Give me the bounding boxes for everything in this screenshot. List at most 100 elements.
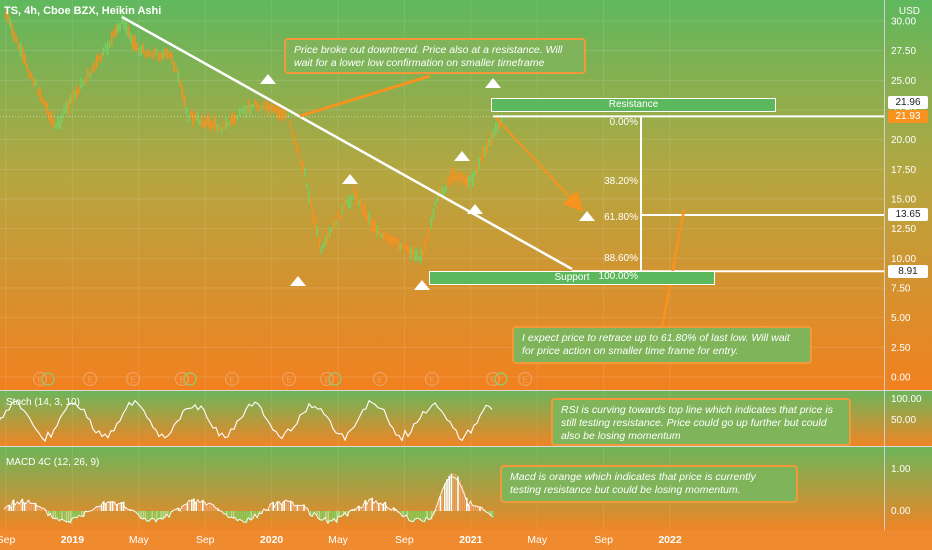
dividend-marker[interactable] xyxy=(41,372,55,386)
candle xyxy=(201,115,203,127)
earnings-marker[interactable] xyxy=(174,371,190,387)
support-zone[interactable]: Support xyxy=(429,271,715,285)
candle xyxy=(463,178,466,185)
candle xyxy=(295,143,298,152)
candle xyxy=(63,106,65,114)
pivot-triangle[interactable] xyxy=(260,74,276,84)
price-tag-618[interactable]: 13.65 xyxy=(888,208,928,221)
earnings-marker[interactable] xyxy=(424,371,440,387)
callout-line[interactable] xyxy=(299,74,431,118)
earnings-marker[interactable] xyxy=(372,371,388,387)
macd-bar xyxy=(136,511,138,513)
earnings-marker-letter: E xyxy=(490,376,495,385)
currency-label[interactable]: USD xyxy=(898,6,920,17)
candle xyxy=(119,23,121,32)
earnings-marker[interactable] xyxy=(485,371,501,387)
annotation-stoch[interactable]: RSI is curving towards top line which in… xyxy=(551,398,851,446)
annotation-retrace[interactable]: I expect price to retrace up to 61.80% o… xyxy=(512,326,812,364)
earnings-marker[interactable] xyxy=(125,371,141,387)
pivot-triangle[interactable] xyxy=(414,280,430,290)
candle xyxy=(46,103,48,114)
macd-bar xyxy=(224,511,226,515)
callout-line[interactable] xyxy=(660,209,686,329)
earnings-marker[interactable] xyxy=(224,371,240,387)
time-axis[interactable]: Sep 2019 May Sep 2020 May Sep 2021 May Sep 2022 xyxy=(0,534,682,546)
macd-bar xyxy=(415,511,417,520)
annotation-macd[interactable]: Macd is orange which indicates that pric… xyxy=(500,465,798,503)
pivot-triangle[interactable] xyxy=(290,276,306,286)
candle xyxy=(349,195,352,209)
macd-bar xyxy=(305,506,307,511)
candle xyxy=(291,129,294,136)
candle xyxy=(280,108,283,121)
pivot-triangle[interactable] xyxy=(467,204,483,214)
stoch-title[interactable]: Stoch (14, 3, 10) xyxy=(6,397,80,408)
candle xyxy=(387,236,389,242)
macd-bar xyxy=(428,511,431,521)
candle xyxy=(187,114,190,123)
earnings-marker[interactable] xyxy=(281,371,297,387)
macd-bar xyxy=(105,503,107,511)
candle xyxy=(21,47,24,62)
dividend-marker[interactable] xyxy=(328,372,342,386)
candle xyxy=(405,245,408,251)
macd-bar xyxy=(485,511,488,512)
candle xyxy=(445,185,447,193)
candle xyxy=(249,104,252,116)
x-tick-label: May xyxy=(527,534,548,546)
candle xyxy=(181,87,184,99)
fib-level-618: 61.80% xyxy=(604,212,638,223)
macd-bar xyxy=(118,503,120,511)
x-tick-label: 2022 xyxy=(658,534,682,546)
candle xyxy=(67,100,70,114)
macd-bar xyxy=(450,473,453,511)
dividend-marker[interactable] xyxy=(494,372,508,386)
pivot-triangle[interactable] xyxy=(342,174,358,184)
candle xyxy=(205,116,208,127)
drawings[interactable] xyxy=(121,15,884,329)
annotation-breakout[interactable]: Price broke out downtrend. Price also at… xyxy=(284,38,586,74)
candle xyxy=(351,194,354,200)
symbol-title[interactable]: TS, 4h, Cboe BZX, Heikin Ashi xyxy=(4,5,162,17)
pivot-triangle[interactable] xyxy=(454,151,470,161)
candle xyxy=(486,140,489,154)
earnings-marker-letter: E xyxy=(130,376,135,385)
macd-bar xyxy=(116,504,118,511)
candle xyxy=(212,122,214,128)
macd-title[interactable]: MACD 4C (12, 26, 9) xyxy=(6,457,100,468)
macd-bar xyxy=(386,506,389,511)
pivot-triangle[interactable] xyxy=(579,211,595,221)
candle xyxy=(225,117,228,130)
y-tick-label: 20.00 xyxy=(891,135,916,146)
price-tag-last[interactable]: 21.93 xyxy=(888,110,928,123)
retrace-arrow[interactable] xyxy=(495,117,584,212)
candle xyxy=(391,235,393,247)
macd-bar xyxy=(437,502,439,511)
candle xyxy=(162,49,164,60)
earnings-marker[interactable] xyxy=(32,371,48,387)
downtrend-line[interactable] xyxy=(121,15,573,271)
macd-bar xyxy=(23,502,26,511)
candle xyxy=(287,113,289,119)
candle xyxy=(227,121,230,127)
resistance-zone[interactable]: Resistance xyxy=(491,98,776,112)
candle xyxy=(293,135,296,144)
macd-bar xyxy=(334,511,336,520)
pivot-triangle[interactable] xyxy=(485,78,501,88)
y-tick-label: 30.00 xyxy=(891,17,916,28)
earnings-marker-letter: E xyxy=(324,376,329,385)
x-tick-label: 2021 xyxy=(459,534,483,546)
earnings-marker[interactable] xyxy=(319,371,335,387)
earnings-marker[interactable] xyxy=(517,371,533,387)
candle xyxy=(69,93,72,104)
candle xyxy=(472,172,474,187)
candle xyxy=(166,49,169,59)
sub-axis[interactable]: 100.00 50.00 1.00 0.00 xyxy=(891,394,922,517)
price-tag-support[interactable]: 8.91 xyxy=(888,265,928,278)
macd-bar xyxy=(259,511,261,514)
candle xyxy=(232,114,234,124)
dividend-marker[interactable] xyxy=(183,372,197,386)
earnings-marker[interactable] xyxy=(82,371,98,387)
price-tag-resistance[interactable]: 21.96 xyxy=(888,96,928,109)
